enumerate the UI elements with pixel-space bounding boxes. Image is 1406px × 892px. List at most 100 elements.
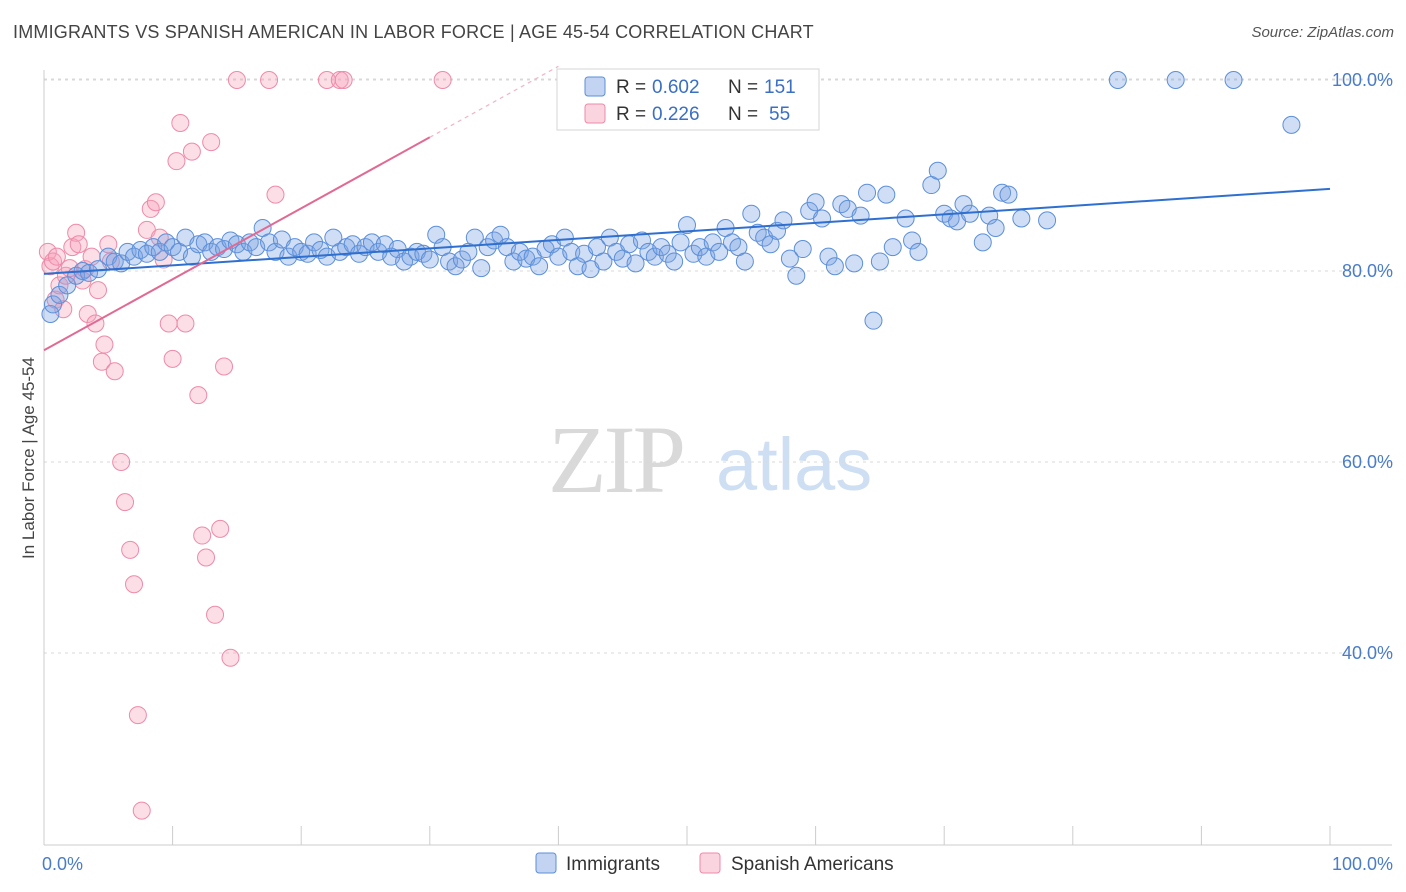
- legend-swatch-spanish-americans: [584, 103, 606, 124]
- legend-n-value-spanish-americans: 55: [769, 104, 790, 125]
- spanish-americans-point-41: [197, 548, 216, 567]
- spanish-americans-point-9: [67, 223, 86, 242]
- immigrants-point-95: [658, 244, 677, 263]
- spanish-americans-point-49: [266, 185, 285, 204]
- immigrants-point-147: [1038, 211, 1057, 230]
- y-tick-label-60: 60.0%: [1342, 452, 1393, 472]
- immigrants-point-98: [678, 216, 696, 235]
- spanish-americans-point-44: [211, 519, 230, 538]
- spanish-americans-point-4: [50, 276, 69, 295]
- bottom-legend-swatch-spanish-americans: [699, 852, 721, 874]
- spanish-americans-point-36: [171, 113, 190, 132]
- immigrants-point-90: [626, 254, 645, 273]
- spanish-americans-point-40: [193, 526, 212, 545]
- immigrants-point-148: [1108, 71, 1127, 89]
- legend-r-value-spanish-americans: 0.226: [652, 104, 700, 125]
- immigrants-trend-line: [43, 187, 1331, 275]
- immigrants-point-58: [420, 250, 439, 269]
- spanish-americans-point-47: [227, 71, 246, 89]
- spanish-americans-trend-line: [43, 136, 431, 352]
- spanish-americans-point-13: [78, 304, 97, 323]
- spanish-americans-point-35: [167, 152, 186, 171]
- gridlines: [44, 78, 1392, 654]
- spanish-americans-point-34: [163, 349, 182, 368]
- trend-lines: [43, 65, 1331, 352]
- spanish-americans-point-33: [159, 314, 178, 333]
- immigrants-point-126: [858, 183, 877, 202]
- legend-box: [556, 68, 820, 131]
- immigrants-point-114: [780, 249, 799, 268]
- legend-r-label-2: R =: [616, 104, 646, 125]
- spanish-americans-point-23: [116, 493, 135, 512]
- immigrants-point-103: [710, 242, 729, 261]
- immigrants-point-66: [472, 259, 491, 278]
- immigrants-point-133: [909, 242, 928, 261]
- y-tick-label-40: 40.0%: [1342, 643, 1393, 663]
- spanish-americans-point-45: [215, 357, 234, 376]
- spanish-americans-point-52: [334, 71, 353, 89]
- immigrants-point-115: [787, 266, 806, 285]
- immigrants-point-130: [883, 238, 902, 257]
- immigrants-point-118: [806, 193, 825, 212]
- immigrants-point-121: [825, 257, 844, 276]
- x-tick-label-min: 0.0%: [42, 854, 83, 874]
- immigrants-point-41: [311, 240, 330, 259]
- spanish-americans-point-54: [47, 247, 66, 266]
- immigrants-point-132: [903, 231, 922, 250]
- immigrants-point-107: [735, 252, 754, 271]
- spanish-americans-point-39: [189, 386, 208, 405]
- spanish-americans-point-26: [128, 706, 147, 725]
- x-tick-label-max: 100.0%: [1332, 854, 1393, 874]
- spanish-americans-point-0: [38, 242, 57, 261]
- immigrants-point-85: [594, 252, 613, 271]
- legend-n-value-immigrants: 151: [764, 77, 796, 98]
- spanish-americans-point-37: [176, 314, 195, 333]
- spanish-americans-point-19: [99, 235, 118, 254]
- immigrants-point-2: [50, 285, 69, 304]
- spanish-americans-point-30: [146, 193, 165, 212]
- watermark: ZIP atlas: [548, 406, 872, 513]
- spanish-americans-point-27: [132, 801, 151, 820]
- immigrants-point-144: [993, 183, 1012, 202]
- bottom-legend-spanish-americans: Spanish Americans: [731, 854, 894, 875]
- y-tick-labels: 40.0% 60.0% 80.0% 100.0%: [1332, 70, 1393, 663]
- immigrants-point-6: [80, 263, 99, 282]
- watermark-atlas: atlas: [716, 423, 872, 506]
- spanish-americans-point-51: [330, 71, 349, 89]
- immigrants-point-67: [478, 238, 497, 257]
- spanish-americans-point-48: [260, 71, 279, 89]
- spanish-americans-point-53: [433, 71, 452, 89]
- spanish-americans-point-24: [121, 540, 140, 559]
- correlation-legend: R = 0.602 N = 151 R = 0.226 N = 55: [556, 68, 820, 131]
- legend-r-value-immigrants: 0.602: [652, 77, 700, 98]
- immigrants-point-102: [703, 233, 722, 252]
- immigrants-point-141: [973, 233, 992, 252]
- spanish-americans-point-10: [69, 235, 88, 254]
- immigrants-point-143: [986, 219, 1005, 238]
- bottom-legend-immigrants: Immigrants: [566, 854, 660, 875]
- immigrants-point-40: [305, 233, 324, 252]
- immigrants-point-151: [1282, 115, 1301, 134]
- immigrants-point-131: [896, 209, 915, 228]
- immigrants-point-116: [793, 240, 812, 259]
- chart-title: IMMIGRANTS VS SPANISH AMERICAN IN LABOR …: [13, 22, 814, 42]
- immigrants-point-1: [44, 295, 63, 314]
- spanish-americans-points: [38, 71, 452, 820]
- spanish-americans-point-1: [41, 257, 60, 276]
- bottom-legend-swatch-immigrants: [535, 852, 557, 874]
- immigrants-point-146: [1012, 209, 1031, 228]
- immigrants-point-108: [742, 204, 761, 223]
- series-legend: Immigrants Spanish Americans: [535, 852, 894, 875]
- spanish-americans-point-18: [95, 335, 114, 354]
- source-label: Source: ZipAtlas.com: [1251, 24, 1394, 41]
- spanish-americans-trend-extension: [429, 65, 559, 138]
- axes: [43, 70, 1392, 846]
- immigrants-point-91: [632, 231, 651, 250]
- immigrants-point-63: [452, 250, 471, 269]
- immigrants-point-96: [665, 252, 684, 271]
- immigrants-point-135: [928, 161, 947, 180]
- immigrants-point-150: [1224, 71, 1243, 89]
- immigrants-point-124: [845, 254, 864, 273]
- immigrants-point-125: [851, 206, 870, 225]
- spanish-americans-point-46: [221, 648, 240, 667]
